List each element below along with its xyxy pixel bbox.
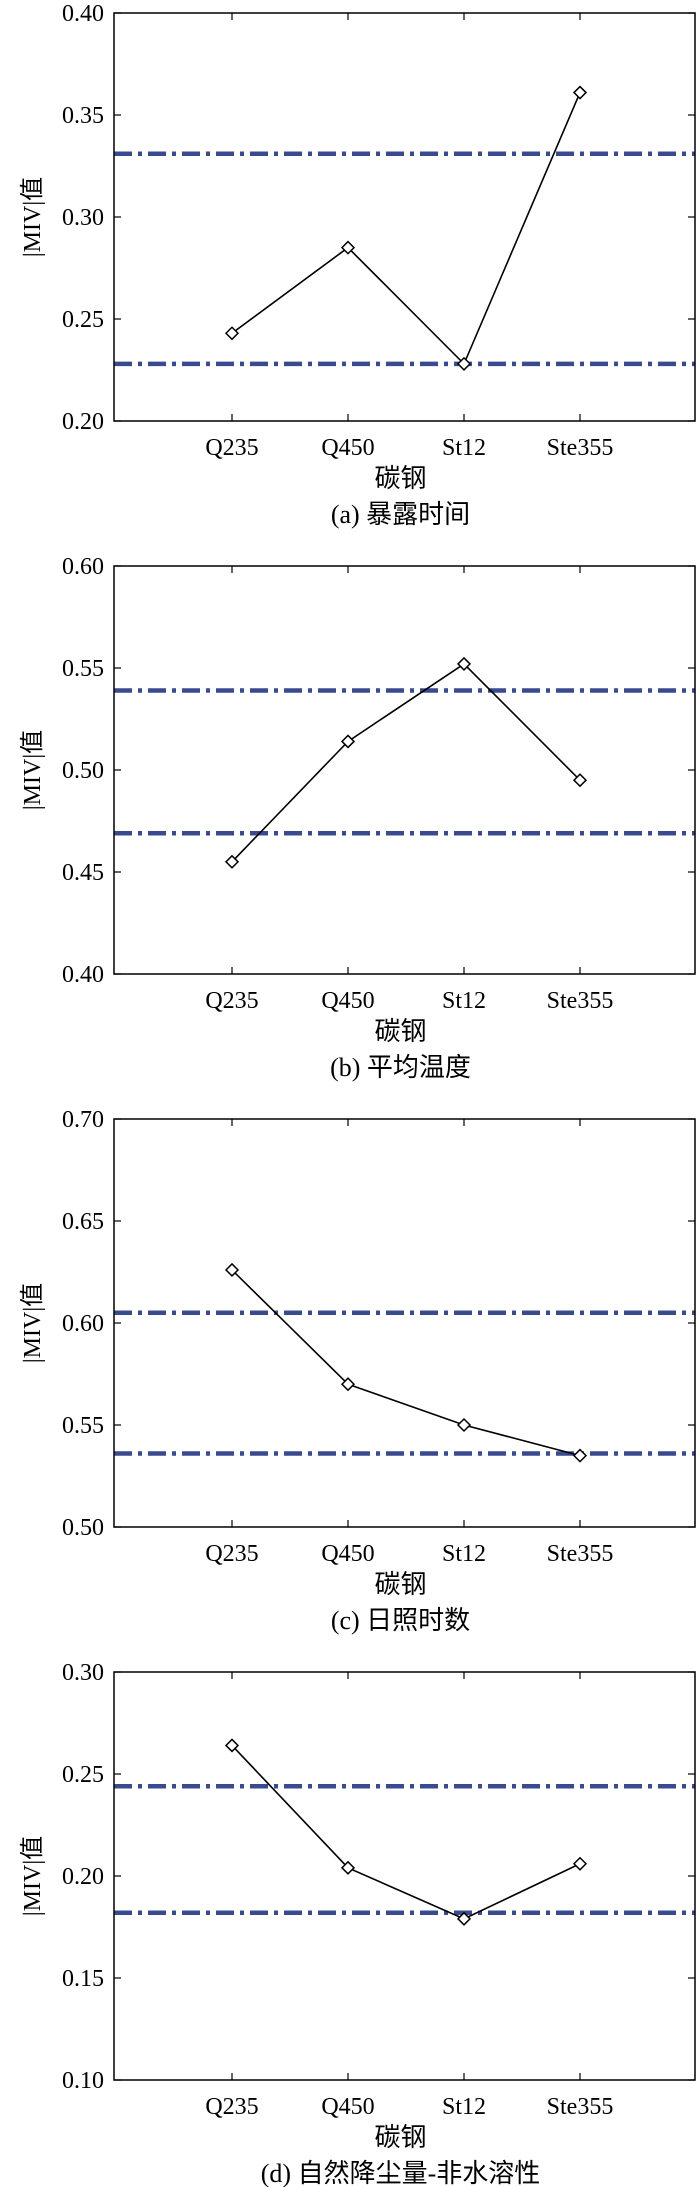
data-point-1	[340, 734, 356, 749]
plot-frame	[113, 1118, 696, 1528]
y-tick-label: 0.40	[62, 962, 104, 988]
data-point-1	[340, 1860, 356, 1875]
chart-caption: (b) 平均温度	[330, 1053, 471, 1082]
y-tick-label: 0.60	[62, 554, 104, 580]
x-tick-label: Q235	[205, 2094, 258, 2120]
x-tick-label: St12	[442, 988, 486, 1014]
y-tick-label: 0.55	[62, 656, 104, 682]
y-tick-label: 0.35	[62, 103, 104, 129]
data-point-2	[456, 356, 472, 371]
plot-frame	[113, 12, 696, 422]
y-axis-label: |MIV|值	[19, 177, 46, 257]
y-tick-label: 0.30	[62, 1660, 104, 1686]
y-tick-label: 0.45	[62, 860, 104, 886]
y-tick-label: 0.25	[62, 1762, 104, 1788]
series-line	[231, 1744, 581, 1920]
y-axis-label: |MIV|值	[19, 1836, 46, 1916]
data-point-3	[572, 85, 588, 100]
y-tick-label: 0.55	[62, 1413, 104, 1439]
y-tick-label: 0.25	[62, 307, 104, 333]
y-tick-label: 0.50	[62, 1515, 104, 1541]
y-tick-label: 0.20	[62, 409, 104, 435]
y-tick-label: 0.65	[62, 1209, 104, 1235]
data-point-1	[340, 240, 356, 255]
series-line	[231, 92, 581, 366]
x-tick-label: Q450	[321, 2094, 374, 2120]
x-tick-label: St12	[442, 2094, 486, 2120]
x-tick-label: Ste355	[547, 1541, 614, 1567]
data-point-0	[224, 326, 240, 341]
x-tick-label: Q235	[205, 435, 258, 461]
y-tick-label: 0.60	[62, 1311, 104, 1337]
x-tick-label: Q450	[321, 988, 374, 1014]
data-point-1	[340, 1377, 356, 1392]
series-line	[231, 1269, 581, 1457]
data-point-3	[572, 1448, 588, 1463]
data-point-0	[224, 854, 240, 869]
data-point-0	[224, 1738, 240, 1753]
data-point-2	[456, 1911, 472, 1926]
chart-panel-2: 0.50 0.55 0.60 0.65 0.70 Q235 Q450 St12 Ste355 |M…	[19, 1107, 696, 1635]
x-tick-label: Q450	[321, 435, 374, 461]
data-point-3	[572, 773, 588, 788]
chart-panel-3: 0.10 0.15 0.20 0.25 0.30 Q235 Q450 St12 Ste355 |M…	[19, 1660, 696, 2187]
chart-panel-1: 0.40 0.45 0.50 0.55 0.60 Q235 Q450 St12 Ste355 |M…	[19, 554, 696, 1082]
data-point-3	[572, 1856, 588, 1871]
chart-panel-0: 0.20 0.25 0.30 0.35 0.40 Q235 Q450 St12 Ste355 |M…	[19, 1, 696, 529]
x-tick-label: Ste355	[547, 2094, 614, 2120]
x-tick-label: Ste355	[547, 435, 614, 461]
x-tick-label: Q235	[205, 988, 258, 1014]
x-axis-label: 碳钢	[374, 1017, 426, 1046]
y-tick-label: 0.70	[62, 1107, 104, 1133]
y-tick-label: 0.40	[62, 1, 104, 27]
chart-caption: (c) 日照时数	[331, 1606, 470, 1635]
x-tick-label: Q450	[321, 1541, 374, 1567]
data-point-0	[224, 1262, 240, 1278]
x-tick-label: Q235	[205, 1541, 258, 1567]
plot-frame	[113, 1671, 696, 2081]
chart-caption: (d) 自然降尘量-非水溶性	[261, 2159, 540, 2187]
y-tick-label: 0.20	[62, 1864, 104, 1890]
chart-caption: (a) 暴露时间	[331, 500, 470, 529]
series-line	[231, 662, 581, 863]
data-point-2	[456, 1417, 472, 1433]
y-tick-label: 0.10	[62, 2068, 104, 2094]
y-axis-label: |MIV|值	[19, 730, 46, 810]
x-axis-label: 碳钢	[374, 1570, 426, 1599]
y-axis-label: |MIV|值	[19, 1283, 46, 1363]
plot-frame	[113, 565, 696, 975]
data-point-2	[456, 656, 472, 671]
y-tick-label: 0.30	[62, 205, 104, 231]
x-tick-label: St12	[442, 1541, 486, 1567]
y-tick-label: 0.15	[62, 1966, 104, 1992]
x-axis-label: 碳钢	[374, 2123, 426, 2152]
x-axis-label: 碳钢	[374, 464, 426, 493]
y-tick-label: 0.50	[62, 758, 104, 784]
x-tick-label: Ste355	[547, 988, 614, 1014]
x-tick-label: St12	[442, 435, 486, 461]
